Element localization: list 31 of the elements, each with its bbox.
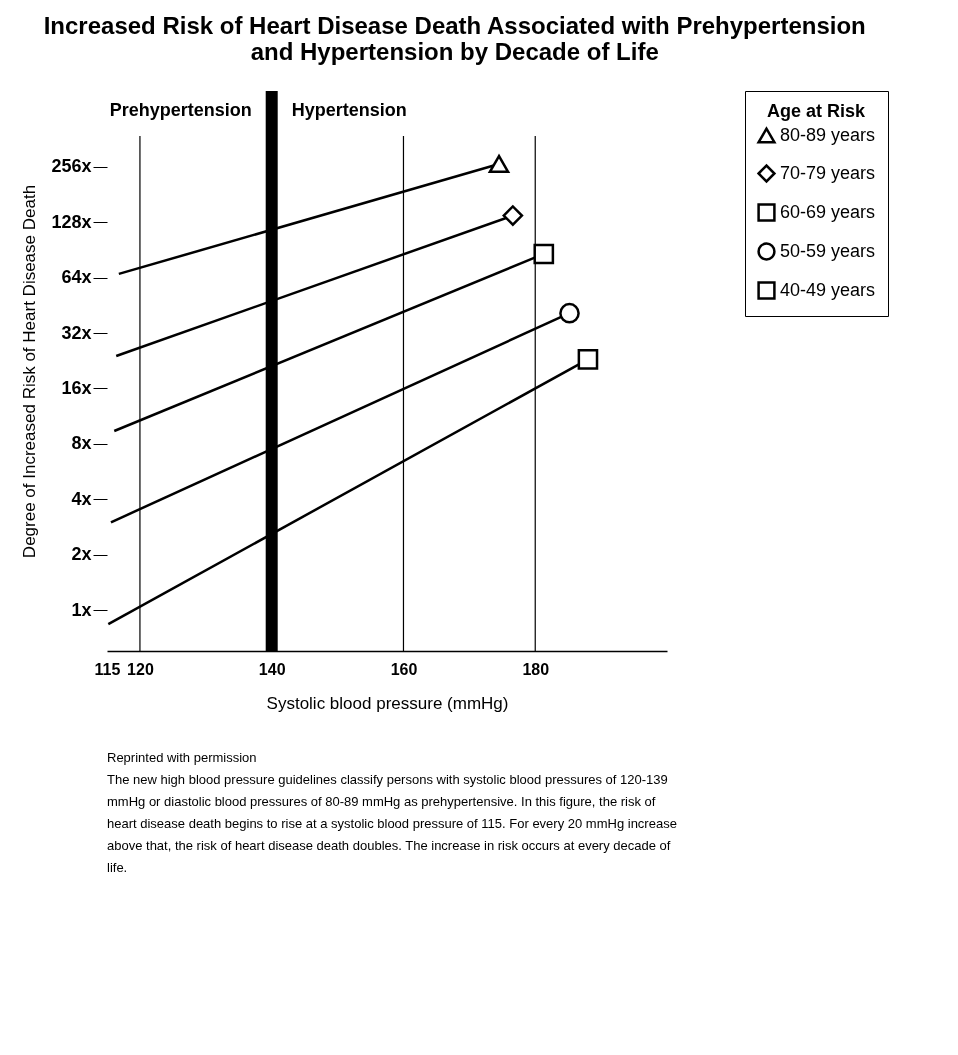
- x-tick-label: 115: [94, 660, 121, 678]
- y-tick-label: 4x: [71, 488, 92, 509]
- y-axis-title: Degree of Increased Risk of Heart Disease Death: [20, 184, 40, 559]
- chart-title: Increased Risk of Heart Disease Death Associated with Prehypertension and Hypertension by Decade of Life: [43, 12, 866, 65]
- legend-label: 50-59 years: [780, 240, 876, 261]
- y-tick-label: 256x: [51, 156, 92, 177]
- point: [533, 243, 555, 265]
- x-tick-label: 180: [522, 660, 550, 678]
- x-axis-title: Systolic blood pressure (mmHg): [266, 693, 509, 713]
- x-tick-label: 120: [127, 660, 154, 678]
- legend-label: 70-79 years: [780, 162, 876, 183]
- y-tick-label: 2x: [71, 544, 92, 565]
- y-tick-label: 64x: [61, 267, 92, 288]
- y-tick-label: 8x: [71, 433, 92, 454]
- legend-label: 40-49 years: [780, 279, 876, 300]
- annotation: Hypertension: [291, 100, 407, 120]
- text: The new high blood pressure guidelines classify persons with systolic blood pressures of 120-139 mmHg or diastolic blood pressures of 80-89 mmHg as prehypertensive. In this figure, the risk of heart disease death begins to rise at a systolic blood pressure of 115. For every 20 mmHg increase above that, the risk of heart disease death doubles. The increase in risk occurs at every decade of life.: [107, 772, 677, 875]
- legend-title: Age at Risk: [766, 101, 866, 121]
- annotation: Prehypertension: [109, 100, 252, 120]
- y-tick-label: 32x: [61, 322, 92, 343]
- point: [502, 205, 524, 226]
- legend-label: 80-89 years: [780, 124, 876, 145]
- text: Reprinted with permission: [107, 750, 257, 765]
- point: [559, 302, 580, 324]
- y-tick-label: 16x: [61, 377, 92, 398]
- y-tick-label: 1x: [71, 599, 92, 620]
- legend-label: 60-69 years: [780, 201, 876, 222]
- x-tick-label: 140: [258, 660, 286, 678]
- point: [577, 349, 599, 370]
- y-tick-label: 128x: [51, 211, 92, 232]
- x-tick-label: 160: [390, 660, 418, 678]
